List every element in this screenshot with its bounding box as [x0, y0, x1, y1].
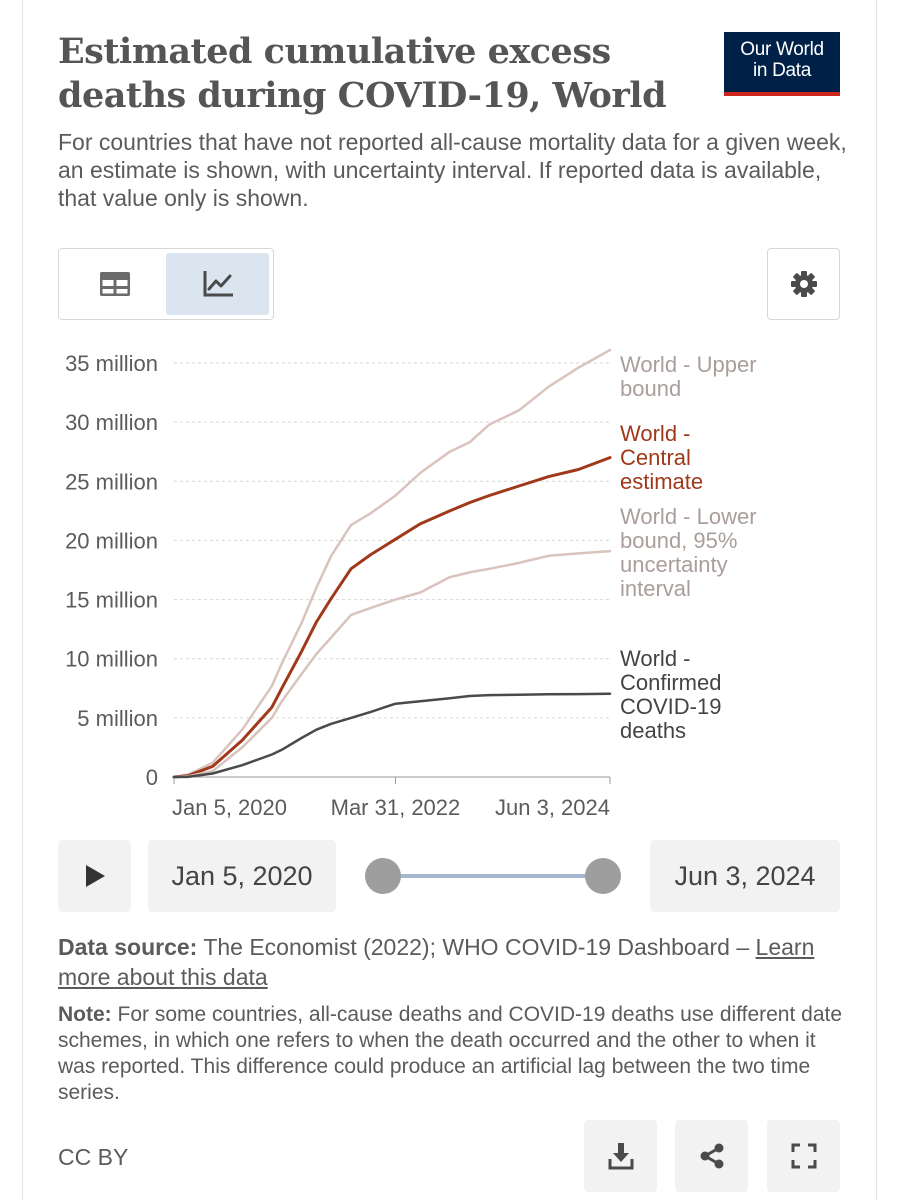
- source-text: The Economist (2022); WHO COVID-19 Dashb…: [203, 934, 750, 960]
- note: Note: For some countries, all-cause deat…: [58, 1002, 858, 1106]
- logo-line-1: Our World: [740, 39, 824, 60]
- series-line-confirmed[interactable]: [172, 692, 612, 779]
- table-icon: [99, 272, 130, 296]
- series-label-upper: World - Upper bound: [620, 352, 757, 401]
- logo-accent-bar: [724, 92, 840, 96]
- x-tick-label: Jan 5, 2020: [172, 795, 287, 820]
- y-tick-label: 15 million: [65, 588, 158, 613]
- view-tabs: [58, 248, 274, 320]
- left-edge-border: [22, 0, 23, 1200]
- note-label: Note:: [58, 1003, 112, 1026]
- fullscreen-icon: [791, 1143, 816, 1169]
- line-chart: World - Upper bound World -Central estimate…: [65, 348, 757, 820]
- series-label-confirmed: World -Confirmed COVID-19 deaths: [620, 646, 721, 743]
- x-tick-label: Mar 31, 2022: [331, 795, 461, 820]
- tab-table[interactable]: [63, 253, 166, 315]
- chart-subtitle: For countries that have not reported all…: [58, 129, 847, 211]
- license-label: CC BY: [58, 1144, 129, 1170]
- end-date-box[interactable]: Jun 3, 2024: [650, 840, 840, 912]
- y-tick-label: 30 million: [65, 410, 158, 435]
- logo-line-2: in Data: [752, 60, 812, 81]
- share-button[interactable]: [675, 1120, 748, 1192]
- owid-logo[interactable]: Our World in Data: [724, 32, 840, 96]
- start-date-box[interactable]: Jan 5, 2020: [148, 840, 336, 912]
- note-text: For some countries, all-cause deaths and…: [58, 1003, 843, 1104]
- series-label-lower: World - Lower bound, 95% uncertainty interv…: [620, 504, 757, 601]
- share-icon: [700, 1143, 723, 1169]
- settings-button[interactable]: [767, 248, 840, 320]
- tab-chart[interactable]: [166, 253, 269, 315]
- download-button[interactable]: [584, 1120, 657, 1192]
- y-tick-label: 25 million: [65, 469, 158, 494]
- data-source: Data source: The Economist (2022); WHO C…: [58, 932, 858, 992]
- timeline-end-handle[interactable]: [585, 858, 621, 894]
- y-tick-label: 20 million: [65, 528, 158, 553]
- chart-title: Estimated cumulative excess deaths durin…: [58, 31, 667, 116]
- series-line-lower[interactable]: [172, 549, 612, 779]
- line-chart-icon: [203, 271, 233, 297]
- fullscreen-button[interactable]: [767, 1120, 840, 1192]
- timeline-start-handle[interactable]: [365, 858, 401, 894]
- x-tick-label: Jun 3, 2024: [495, 795, 610, 820]
- y-tick-label: 0: [146, 765, 158, 790]
- learn-more-link[interactable]: Learn more about this data: [58, 934, 815, 990]
- source-label: Data source:: [58, 934, 198, 960]
- timeline-track[interactable]: [383, 874, 603, 878]
- series-line-upper[interactable]: [172, 348, 612, 779]
- series-label-central: World -Central estimate: [620, 421, 703, 494]
- y-tick-label: 35 million: [65, 351, 158, 376]
- series-line-central[interactable]: [172, 456, 612, 779]
- play-icon: [85, 865, 105, 887]
- right-edge-border: [876, 0, 877, 1200]
- y-tick-label: 10 million: [65, 647, 158, 672]
- play-button[interactable]: [58, 840, 131, 912]
- download-icon: [608, 1143, 633, 1170]
- y-tick-label: 5 million: [77, 706, 158, 731]
- gear-icon: [790, 271, 817, 297]
